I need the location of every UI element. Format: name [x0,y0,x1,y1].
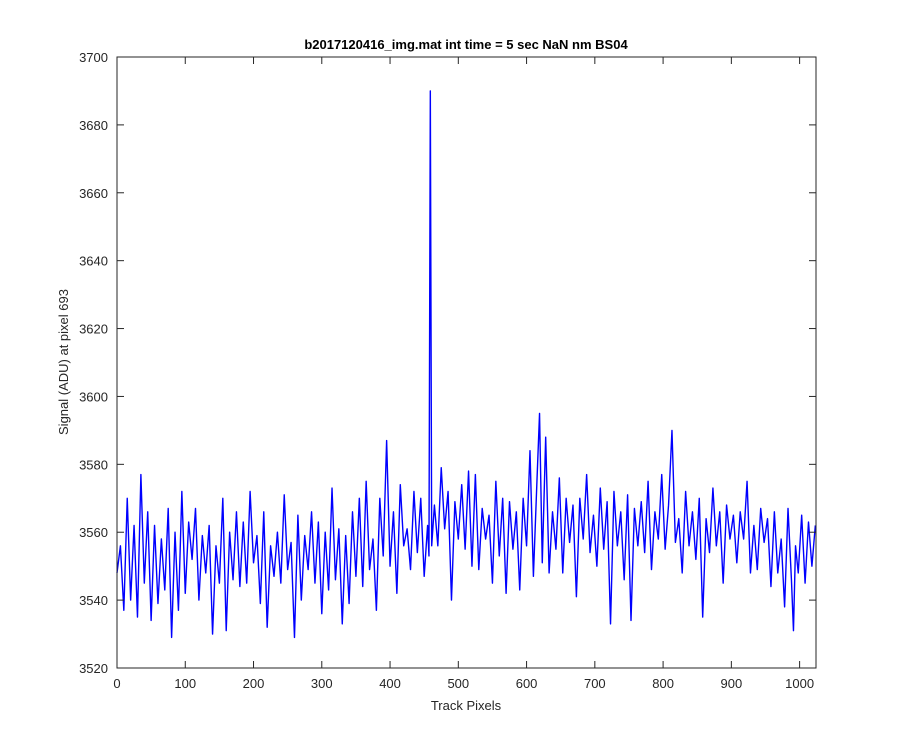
y-tick-label: 3600 [79,389,108,404]
x-tick-label: 700 [584,676,606,691]
series-layer [116,90,817,639]
x-tick-label: 600 [516,676,538,691]
x-tick-label: 200 [243,676,265,691]
y-tick-label: 3580 [79,457,108,472]
y-tick-label: 3660 [79,186,108,201]
x-tick-label: 800 [652,676,674,691]
y-tick-label: 3540 [79,593,108,608]
x-tick-label: 900 [721,676,743,691]
y-tick-label: 3700 [79,50,108,65]
y-tick-label: 3620 [79,322,108,337]
plot-area [117,57,816,668]
x-tick-label: 500 [447,676,469,691]
axes-box [116,56,817,669]
ticks-layer: 0 100 200 300 400 500 600 700 800 900 1000 3520 3540… [79,50,816,691]
y-tick-label: 3640 [79,254,108,269]
x-tick-label: 0 [113,676,120,691]
y-tick-label: 3680 [79,118,108,133]
x-axis-label: Track Pixels [431,698,502,713]
x-tick-label: 300 [311,676,333,691]
y-axis-label: Signal (ADU) at pixel 693 [56,289,71,435]
y-tick-label: 3560 [79,525,108,540]
x-tick-label: 100 [174,676,196,691]
y-tick-label: 3520 [79,661,108,676]
series-line [116,90,817,639]
x-tick-label: 400 [379,676,401,691]
chart-title: b2017120416_img.mat int time = 5 sec NaN… [304,37,628,52]
x-tick-label: 1000 [785,676,814,691]
